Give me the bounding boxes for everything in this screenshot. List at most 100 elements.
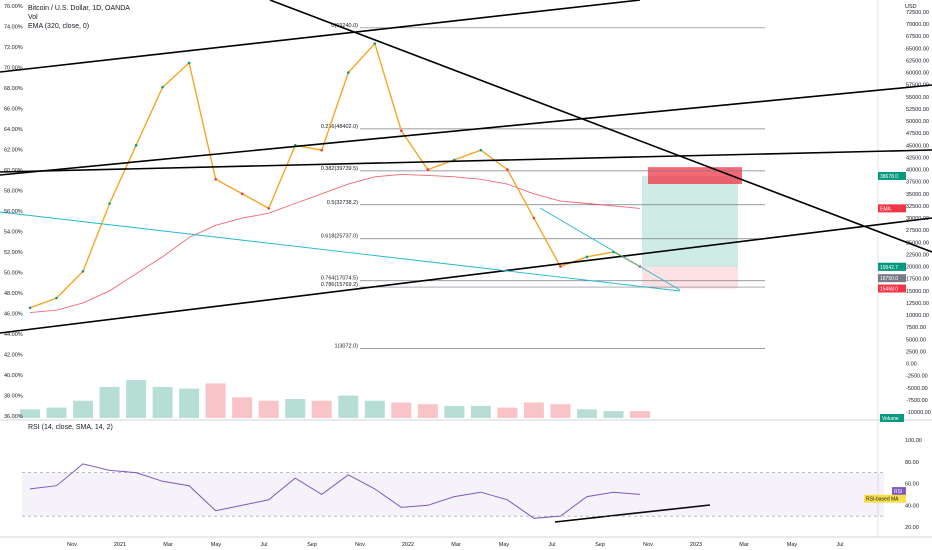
time-axis-label: Nov — [643, 542, 653, 548]
price-point — [426, 168, 430, 171]
volume-bar — [470, 405, 491, 418]
price-point — [506, 168, 509, 171]
price-axis-label: 52500.00 — [906, 107, 929, 113]
price-axis-label: 22500.00 — [906, 252, 929, 258]
price-badge-bg — [878, 274, 906, 283]
time-axis-label: Jul — [548, 542, 555, 548]
time-axis-label: Nov — [67, 542, 77, 548]
volume-bar — [444, 405, 465, 418]
resistance-zone — [648, 167, 742, 184]
percent-axis-label: 62.00% — [4, 148, 23, 154]
percent-axis-label: 64.00% — [4, 127, 23, 133]
rsi-ma-badge: RSI-based MA — [866, 497, 899, 503]
price-point — [28, 306, 32, 310]
legend-rsi: RSI (14, close, SMA, 14, 2) — [28, 424, 113, 431]
price-axis-label: 47500.00 — [906, 131, 929, 137]
fib-level-label: 0.764(17074.5) — [321, 276, 358, 282]
volume-bar — [550, 404, 571, 418]
price-point — [240, 192, 244, 196]
price-point — [267, 207, 270, 210]
price-axis-label: 37500.00 — [906, 180, 929, 186]
rsi-axis-label: 40.00 — [905, 503, 919, 509]
fib-level-label: 0(69240.0) — [331, 23, 358, 29]
price-axis-label: 32500.00 — [906, 204, 929, 210]
percent-axis-label: 38.00% — [4, 394, 23, 400]
price-axis-label: 10000.00 — [906, 313, 929, 319]
percent-axis-label: 44.00% — [4, 332, 23, 338]
trendline — [0, 211, 681, 292]
percent-axis-label: 72.00% — [4, 45, 23, 51]
price-point — [400, 129, 403, 133]
price-axis-label: 42500.00 — [906, 155, 929, 161]
time-axis-label: Sep — [595, 542, 605, 548]
price-point — [559, 265, 562, 268]
volume-bar — [46, 407, 67, 418]
legend-vol: Vol — [28, 14, 38, 21]
volume-bar — [311, 400, 332, 418]
price-axis-label: 65000.00 — [906, 46, 929, 52]
price-axis-label: 20000.00 — [906, 265, 929, 271]
price-axis-label: 67500.00 — [906, 34, 929, 40]
time-axis-label: 2022 — [402, 542, 414, 548]
volume-bar — [152, 386, 173, 418]
price-badge: 15468.0 — [880, 287, 898, 293]
percent-axis-label: 68.00% — [4, 86, 23, 92]
price-axis-label: 55000.00 — [906, 95, 929, 101]
price-badge: 19942.7 — [880, 265, 898, 271]
fib-level-label: 0.786(15769.2) — [321, 282, 358, 288]
price-axis-label: 25000.00 — [906, 240, 929, 246]
percent-axis-label: 76.00% — [4, 4, 23, 10]
volume-bar — [523, 402, 544, 418]
price-axis-label: 70000.00 — [906, 22, 929, 28]
price-axis-label: 12500.00 — [906, 301, 929, 307]
price-badge: EMA — [880, 206, 892, 212]
rsi-axis-label: 60.00 — [905, 482, 919, 488]
price-axis-label: 2500.00 — [906, 349, 926, 355]
volume-bar — [391, 402, 412, 418]
price-point — [373, 42, 377, 45]
rsi-axis-label: 20.00 — [905, 525, 919, 531]
ema-line — [29, 173, 641, 314]
percent-axis-label: 48.00% — [4, 291, 23, 297]
percent-axis-label: 52.00% — [4, 250, 23, 256]
percent-axis-label: 42.00% — [4, 353, 23, 359]
trendlines[interactable] — [0, 0, 932, 523]
time-axis-label: Mar — [163, 542, 173, 548]
rsi-pane — [22, 463, 884, 519]
volume-bar — [603, 411, 624, 418]
price-badge: 38678.0 — [880, 174, 898, 180]
ema-320-line — [29, 173, 641, 314]
price-badge: 18750.0 — [880, 276, 898, 282]
rsi-band — [22, 472, 884, 517]
rsi-axis-label: 80.00 — [905, 460, 919, 466]
trendline — [0, 217, 932, 334]
price-axis-label: 50000.00 — [906, 119, 929, 125]
time-axis-label: Nov — [355, 542, 365, 548]
volume-bar — [497, 407, 518, 418]
legend-ema: EMA (320, close, 0) — [28, 23, 90, 30]
volume-bar — [179, 388, 200, 418]
price-point — [320, 148, 324, 152]
volume-bar — [99, 386, 120, 418]
price-point — [134, 144, 138, 147]
price-axis-label: -10000.00 — [906, 410, 931, 416]
time-axis-label: Sep — [307, 542, 317, 548]
volume-bar — [576, 409, 597, 418]
volume-bar — [285, 399, 306, 418]
price-line — [28, 42, 642, 310]
time-axis-label: May — [211, 542, 222, 548]
percent-axis-label: 66.00% — [4, 107, 23, 113]
price-axis-label: 17500.00 — [906, 277, 929, 283]
price-axis-label: 0.00 — [906, 362, 917, 368]
volume-bar — [258, 400, 279, 418]
percent-axis-label: 50.00% — [4, 271, 23, 277]
price-axis-label: -5000.00 — [906, 386, 928, 392]
fib-level-label: 0.382(39739.5) — [321, 166, 358, 172]
rsi-axis-label: 100.00 — [905, 438, 922, 444]
trade-box[interactable] — [642, 167, 742, 289]
volume-bar — [126, 380, 147, 418]
time-axis-label: Jul — [836, 542, 843, 548]
time-axis-label: 2021 — [114, 542, 126, 548]
